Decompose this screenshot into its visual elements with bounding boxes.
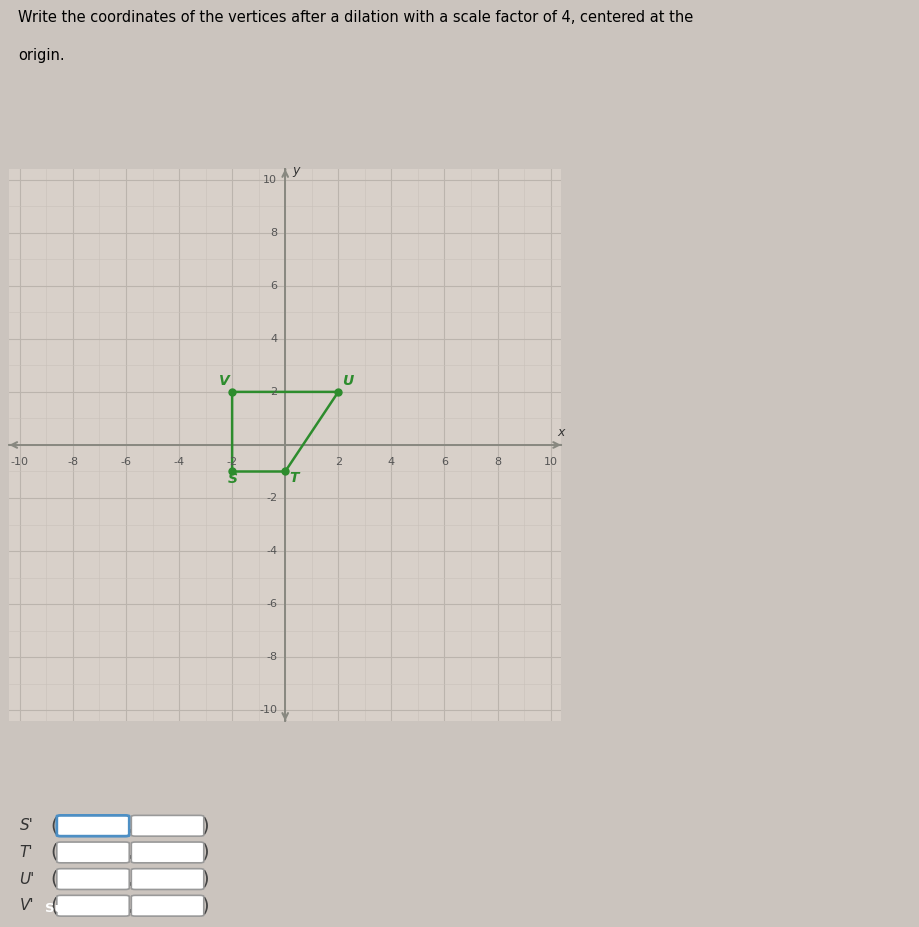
Text: 8: 8 (270, 228, 277, 237)
Text: Write the coordinates of the vertices after a dilation with a scale factor of 4,: Write the coordinates of the vertices af… (18, 10, 693, 25)
FancyBboxPatch shape (57, 842, 129, 863)
FancyBboxPatch shape (57, 895, 129, 916)
FancyBboxPatch shape (131, 869, 204, 890)
Text: -2: -2 (226, 457, 237, 467)
Text: (: ( (51, 843, 58, 862)
Text: U': U' (19, 871, 35, 886)
Text: -4: -4 (266, 546, 277, 556)
Text: -8: -8 (67, 457, 78, 467)
Text: ): ) (201, 896, 210, 915)
Text: V': V' (19, 898, 34, 913)
Text: 10: 10 (543, 457, 557, 467)
Text: S': S' (19, 819, 33, 833)
Text: U: U (342, 375, 353, 388)
Text: ): ) (201, 870, 210, 889)
FancyBboxPatch shape (131, 895, 204, 916)
Text: 2: 2 (335, 457, 342, 467)
Text: x: x (557, 425, 564, 438)
Text: V: V (219, 375, 230, 388)
Text: -4: -4 (174, 457, 185, 467)
Text: ): ) (201, 843, 210, 862)
Text: 6: 6 (270, 281, 277, 291)
Text: ,: , (127, 896, 133, 915)
Text: -8: -8 (266, 653, 277, 662)
Text: ): ) (201, 817, 210, 835)
Text: ,: , (127, 844, 133, 861)
FancyBboxPatch shape (131, 842, 204, 863)
Text: ,: , (127, 817, 133, 835)
Text: 6: 6 (440, 457, 448, 467)
Text: ,: , (127, 870, 133, 888)
Text: -6: -6 (120, 457, 131, 467)
FancyBboxPatch shape (57, 869, 129, 890)
Text: -10: -10 (259, 705, 277, 716)
Text: -2: -2 (266, 493, 277, 503)
Text: -6: -6 (266, 599, 277, 609)
Text: 10: 10 (263, 174, 277, 184)
FancyBboxPatch shape (57, 816, 129, 836)
Text: y: y (291, 164, 299, 177)
Text: 8: 8 (494, 457, 501, 467)
Text: T': T' (19, 844, 33, 860)
Text: Submit: Submit (45, 902, 97, 916)
Text: (: ( (51, 817, 58, 835)
FancyBboxPatch shape (131, 816, 204, 836)
Text: 2: 2 (270, 387, 277, 397)
Text: T: T (289, 471, 299, 485)
Text: 4: 4 (388, 457, 394, 467)
Text: (: ( (51, 870, 58, 889)
Text: (: ( (51, 896, 58, 915)
Text: -10: -10 (11, 457, 28, 467)
Text: origin.: origin. (18, 48, 64, 63)
Text: 4: 4 (270, 334, 277, 344)
Text: S: S (228, 473, 238, 487)
